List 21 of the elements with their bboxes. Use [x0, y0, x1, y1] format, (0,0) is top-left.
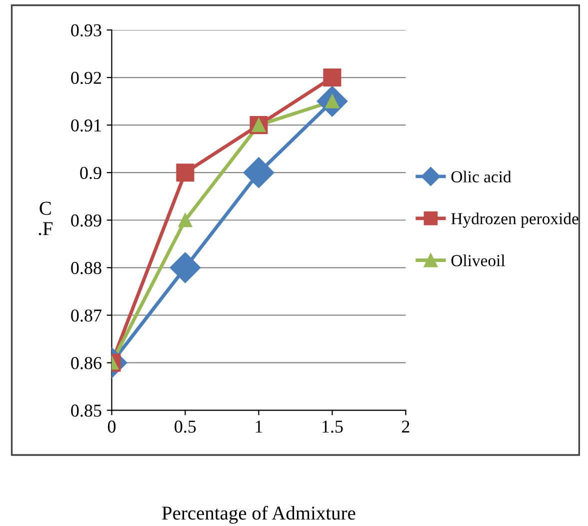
- legend-label: Oliveoil: [451, 254, 506, 266]
- y-tick-label: 0.87: [71, 309, 102, 322]
- y-tick-label: 0.89: [71, 214, 102, 227]
- y-tick-label: 0.88: [71, 262, 102, 274]
- y-axis-title: C .F: [38, 202, 53, 236]
- x-tick-label: 1: [256, 420, 262, 433]
- point: [323, 68, 342, 87]
- legend-label: Olic acid: [451, 170, 512, 182]
- x-tick-label: 1.5: [322, 420, 343, 433]
- legend-label: Hydrozen peroxide: [451, 212, 578, 228]
- x-tick-label: 0.5: [174, 420, 196, 433]
- x-tick-label: 0: [108, 420, 116, 433]
- y-tick-label: 0.92: [71, 72, 101, 84]
- y-tick-label: 0.93: [71, 24, 102, 37]
- y-tick-label: 0.91: [71, 119, 101, 132]
- y-tick-label: 0.9: [80, 166, 102, 180]
- y-tick-label: 0.85: [71, 404, 102, 417]
- x-axis-title: Percentage of Admixture: [162, 506, 356, 524]
- point: [243, 157, 274, 188]
- y-tick-label: 0.86: [71, 357, 102, 370]
- x-tick-label: 2: [402, 420, 410, 433]
